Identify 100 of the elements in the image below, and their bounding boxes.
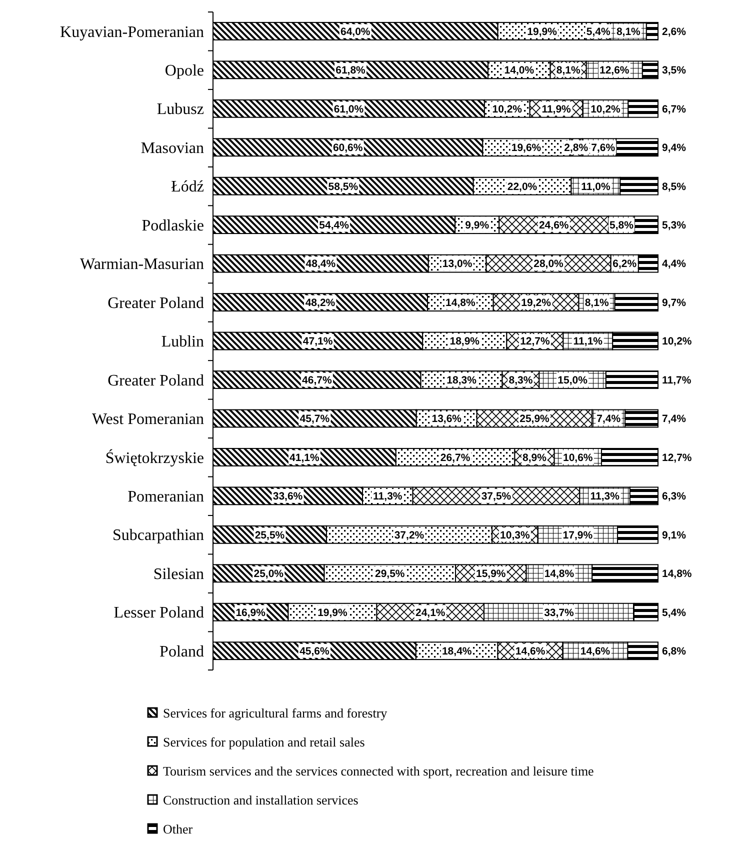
- data-label: 4,4%: [662, 258, 687, 270]
- legend-label: Other: [163, 822, 194, 837]
- y-tick-label: Masovian: [140, 140, 204, 157]
- data-label: 47,1%: [302, 336, 334, 348]
- y-tick-label: Greater Poland: [108, 372, 204, 390]
- y-tick-label: Subcarpathian: [112, 527, 204, 544]
- data-label: 33,7%: [544, 606, 575, 619]
- data-label: 6,3%: [662, 490, 687, 503]
- data-label: 24,6%: [538, 219, 570, 232]
- y-tick-label: West Pomeranian: [92, 411, 204, 428]
- data-label: 9,1%: [662, 529, 687, 542]
- y-tick-label: Poland: [160, 643, 204, 660]
- data-label: 11,1%: [573, 336, 604, 348]
- data-label: 19,9%: [527, 26, 558, 38]
- data-label: 13,0%: [442, 258, 473, 270]
- data-label: 25,5%: [254, 529, 286, 542]
- data-label: 48,4%: [306, 258, 336, 270]
- data-label: 14,8%: [446, 296, 476, 309]
- data-label: 7,4%: [662, 413, 687, 426]
- data-label: 11,3%: [373, 490, 403, 503]
- data-label: 10,2%: [662, 336, 692, 348]
- data-label: 14,0%: [504, 64, 535, 77]
- legend-label: Tourism services and the services connected with sport, recreation and leisure time: [163, 764, 594, 779]
- data-label: 6,7%: [662, 103, 687, 116]
- y-tick-label: Warmian-Masurian: [80, 256, 204, 274]
- data-label: 5,8%: [610, 219, 634, 232]
- y-tick-label: Lubusz: [156, 101, 204, 118]
- data-label: 12,7%: [662, 452, 692, 464]
- y-tick-label: Lublin: [161, 334, 204, 351]
- data-label: 19,6%: [511, 142, 542, 154]
- data-label: 14,8%: [544, 568, 575, 580]
- data-label: 10,6%: [563, 452, 594, 464]
- legend-label: Services for agricultural farms and forestry: [163, 706, 388, 721]
- y-tick-label: Łódź: [171, 178, 204, 196]
- data-label: 18,9%: [450, 336, 480, 348]
- y-tick-label: Kuyavian-Pomeranian: [60, 24, 204, 41]
- data-label: 7,4%: [596, 413, 622, 426]
- data-label: 48,2%: [305, 296, 336, 309]
- data-label: 60,6%: [332, 142, 364, 154]
- y-tick-label: Greater Poland: [108, 294, 204, 312]
- data-label: 46,7%: [302, 374, 332, 386]
- data-label: 2,6%: [662, 26, 687, 38]
- data-label: 29,5%: [374, 568, 406, 580]
- data-label: 19,2%: [521, 296, 552, 309]
- data-label: 25,0%: [254, 568, 284, 580]
- data-label: 37,2%: [394, 529, 425, 542]
- data-label: 10,3%: [500, 529, 530, 542]
- y-tick-label: Podlaskie: [142, 217, 204, 234]
- data-label: 5,4%: [662, 606, 687, 619]
- data-label: 18,3%: [446, 374, 478, 386]
- data-label: 14,8%: [662, 568, 692, 580]
- data-label: 2,8%: [564, 142, 589, 154]
- data-label: 11,0%: [581, 180, 611, 193]
- y-tick-label: Opole: [164, 62, 204, 80]
- data-label: 61,8%: [336, 64, 366, 77]
- data-label: 11,3%: [590, 490, 620, 503]
- data-label: 17,9%: [562, 529, 594, 542]
- data-label: 9,7%: [662, 296, 687, 309]
- data-label: 5,3%: [662, 219, 687, 232]
- data-label: 16,9%: [236, 606, 266, 619]
- data-label: 6,8%: [662, 646, 687, 658]
- data-label: 24,1%: [415, 606, 446, 619]
- data-label: 5,4%: [586, 26, 611, 38]
- data-label: 8,5%: [662, 180, 687, 193]
- data-label: 19,9%: [318, 606, 348, 619]
- data-label: 12,6%: [600, 64, 630, 77]
- data-label: 11,9%: [542, 103, 572, 116]
- data-label: 33,6%: [272, 490, 304, 503]
- data-label: 8,1%: [616, 26, 642, 38]
- data-label: 45,7%: [300, 413, 330, 426]
- data-label: 22,0%: [507, 180, 538, 193]
- legend-label: Construction and installation services: [163, 792, 358, 808]
- data-label: 10,2%: [492, 103, 523, 116]
- data-label: 10,2%: [590, 103, 622, 116]
- data-label: 7,6%: [591, 142, 616, 154]
- data-label: 9,4%: [662, 142, 687, 154]
- data-label: 15,0%: [558, 374, 588, 386]
- data-label: 18,4%: [442, 646, 472, 658]
- data-label: 13,6%: [432, 413, 462, 426]
- data-label: 11,7%: [662, 374, 692, 386]
- data-label: 12,7%: [520, 336, 551, 348]
- data-label: 6,2%: [612, 258, 638, 270]
- data-label: 14,6%: [580, 646, 611, 658]
- y-tick-label: Silesian: [153, 566, 204, 583]
- data-label: 58,5%: [328, 180, 359, 193]
- data-label: 61,0%: [334, 103, 364, 116]
- data-label: 8,1%: [584, 296, 610, 309]
- data-label: 26,7%: [440, 452, 471, 464]
- legend-label: Services for population and retail sales: [163, 734, 365, 750]
- y-tick-label: Pomeranian: [128, 488, 204, 506]
- data-label: 54,4%: [319, 219, 350, 232]
- data-label: 28,0%: [534, 258, 564, 270]
- data-label: 3,5%: [662, 64, 687, 77]
- data-label: 9,9%: [465, 219, 490, 232]
- data-label: 25,9%: [520, 413, 550, 426]
- y-tick-label: Lesser Poland: [114, 604, 204, 622]
- data-label: 64,0%: [340, 26, 371, 38]
- data-label: 15,9%: [476, 568, 506, 580]
- y-tick-label: Świętokrzyskie: [105, 448, 204, 467]
- data-label: 8,9%: [522, 452, 548, 464]
